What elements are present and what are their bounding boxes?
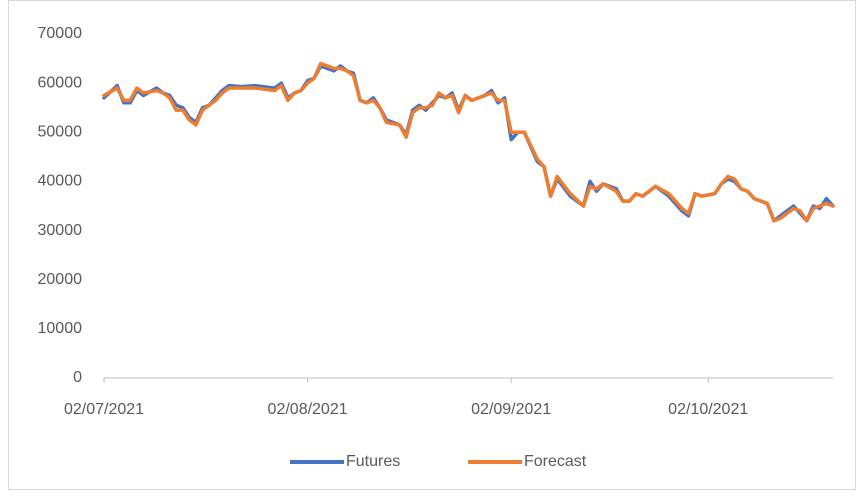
legend-label: Futures bbox=[346, 453, 400, 470]
y-tick-label: 20000 bbox=[38, 271, 83, 288]
y-tick-label: 30000 bbox=[38, 222, 83, 239]
y-tick-label: 0 bbox=[73, 369, 82, 386]
y-tick-label: 10000 bbox=[38, 320, 83, 337]
chart-frame bbox=[8, 0, 856, 490]
series-line bbox=[102, 61, 835, 223]
legend-label: Forecast bbox=[524, 453, 587, 470]
y-tick-label: 60000 bbox=[38, 74, 83, 91]
x-tick-label: 02/08/2021 bbox=[268, 401, 348, 418]
y-tick-label: 70000 bbox=[38, 25, 83, 42]
x-tick-label: 02/09/2021 bbox=[471, 401, 551, 418]
y-tick-label: 40000 bbox=[38, 173, 83, 190]
x-tick-label: 02/07/2021 bbox=[64, 401, 144, 418]
x-tick-label: 02/10/2021 bbox=[668, 401, 748, 418]
y-tick-label: 50000 bbox=[38, 124, 83, 141]
